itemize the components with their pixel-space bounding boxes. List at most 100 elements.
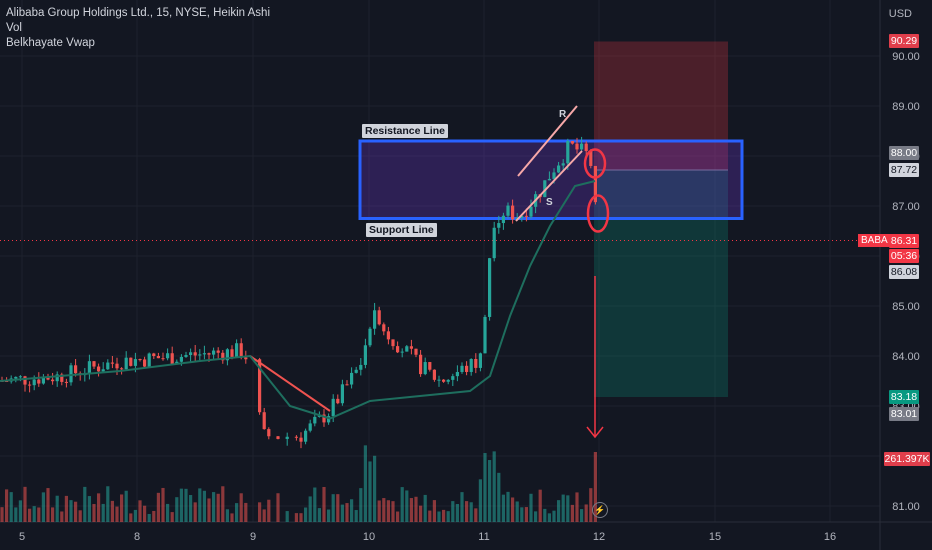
- volume-bar: [483, 453, 487, 522]
- volume-bar: [262, 509, 266, 522]
- volume-bar: [340, 504, 344, 522]
- candle-body: [189, 352, 193, 356]
- y-tick-label: 87.00: [892, 201, 920, 213]
- volume-bar: [161, 487, 165, 522]
- volume-bar: [547, 513, 551, 522]
- volume-bar: [23, 486, 27, 522]
- legend-symbol[interactable]: Alibaba Group Holdings Ltd., 15, NYSE, H…: [6, 7, 271, 19]
- volume-bar: [363, 445, 367, 522]
- candle-body: [575, 143, 579, 150]
- candle-body: [350, 372, 354, 385]
- candle-body: [74, 365, 78, 374]
- candle-body: [308, 423, 312, 431]
- candle-body: [465, 365, 469, 372]
- legend-volume[interactable]: Vol: [6, 22, 22, 34]
- volume-bar: [478, 479, 482, 522]
- volume-bar: [175, 497, 179, 522]
- candle-body: [368, 328, 372, 346]
- volume-bar: [18, 500, 22, 522]
- volume-bar: [78, 510, 82, 522]
- candle-body: [69, 365, 73, 383]
- volume-bar: [189, 495, 193, 522]
- volume-bar: [414, 496, 418, 522]
- candle-body: [354, 369, 358, 373]
- stop-zone: [594, 41, 728, 170]
- y-tick-label: 84.00: [892, 351, 920, 363]
- volume-bar: [359, 488, 363, 522]
- volume-bar: [244, 502, 248, 522]
- volume-bar: [419, 505, 423, 522]
- candle-body: [437, 379, 441, 381]
- support-label[interactable]: Support Line: [366, 223, 437, 237]
- volume-bar: [322, 486, 326, 522]
- target-price-tag: 83.18: [889, 390, 919, 404]
- candle-body: [115, 363, 119, 369]
- r-label[interactable]: R: [559, 109, 567, 120]
- candle-body: [23, 376, 27, 385]
- resistance-label[interactable]: Resistance Line: [362, 124, 448, 138]
- volume-bar: [46, 488, 50, 522]
- candle-body: [294, 436, 298, 438]
- candle-body: [143, 359, 147, 367]
- volume-bar: [147, 513, 151, 522]
- volume-bar: [110, 500, 114, 522]
- candle-body: [520, 215, 524, 218]
- candle-body: [428, 362, 432, 370]
- lightning-icon[interactable]: ⚡: [592, 502, 608, 518]
- candle-body: [359, 364, 363, 370]
- candle-body: [216, 350, 220, 353]
- volume-bar: [442, 509, 446, 522]
- volume-bar: [575, 492, 579, 522]
- volume-bar: [184, 488, 188, 522]
- candle-body: [198, 354, 202, 356]
- volume-bar: [69, 500, 73, 522]
- volume-bar: [5, 489, 9, 522]
- y-tick-label: 89.00: [892, 101, 920, 113]
- candle-body: [405, 346, 409, 352]
- volume-bar: [313, 487, 317, 522]
- entry-price-tag: 87.72: [889, 163, 919, 177]
- volume-bar: [101, 503, 105, 522]
- legend-vwap[interactable]: Belkhayate Vwap: [6, 37, 95, 49]
- volume-bar: [391, 501, 395, 522]
- candle-body: [230, 349, 234, 357]
- s-label[interactable]: S: [546, 197, 553, 208]
- candle-body: [207, 353, 211, 355]
- volume-bar: [580, 509, 584, 522]
- candle-body: [258, 359, 262, 413]
- currency-label[interactable]: USD: [888, 8, 912, 20]
- candle-body: [41, 376, 45, 384]
- volume-bar: [83, 486, 87, 522]
- candle-body: [235, 343, 239, 357]
- countdown-tag: 05:36: [889, 249, 919, 263]
- volume-bar: [64, 495, 68, 522]
- volume-bar: [124, 490, 128, 522]
- candle-body: [267, 429, 271, 437]
- candle-body: [566, 141, 570, 164]
- volume-bar: [129, 513, 133, 522]
- candle-body: [483, 316, 487, 354]
- stop-price-tag: 90.29: [889, 34, 919, 48]
- candle-body: [455, 372, 459, 377]
- candle-body: [14, 376, 18, 379]
- volume-bar: [308, 496, 312, 522]
- volume-bar: [179, 488, 183, 522]
- volume-bar: [37, 507, 41, 522]
- volume-bar: [198, 488, 202, 522]
- volume-bar: [143, 505, 147, 522]
- candle-body: [322, 414, 326, 423]
- gap-line: [249, 355, 331, 412]
- candle-body: [327, 416, 331, 423]
- candle-body: [557, 165, 561, 173]
- candle-body: [285, 436, 289, 439]
- volume-tag: 261.397K: [884, 452, 930, 466]
- candle-body: [179, 356, 183, 362]
- candle-body: [386, 331, 390, 340]
- symbol-tag: BABA: [858, 234, 891, 247]
- volume-bar: [207, 498, 211, 522]
- volume-bar: [566, 495, 570, 522]
- volume-bar: [584, 504, 588, 522]
- volume-bar: [515, 501, 519, 522]
- x-tick-label: 12: [593, 531, 605, 543]
